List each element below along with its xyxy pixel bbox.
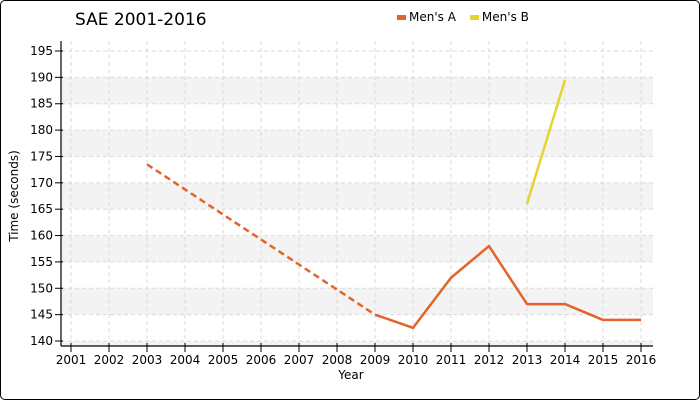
x-tick-label: 2012 [474,353,505,367]
series-line-men-s-a [146,163,376,316]
x-tick-label: 2011 [436,353,467,367]
y-tick-label: 195 [30,44,53,58]
legend-label: Men's A [409,10,456,24]
x-tick-label: 2008 [322,353,353,367]
chart-title: SAE 2001-2016 [75,10,207,30]
legend-item: Men's B [469,10,529,24]
x-tick-label: 2005 [208,353,239,367]
series-line-men-s-a [374,244,641,330]
plot-band [61,235,653,262]
x-tick-label: 2003 [132,353,163,367]
legend-swatch-icon [469,14,479,20]
y-tick-label: 175 [30,149,53,163]
legend-item: Men's A [397,10,456,24]
x-tick-label: 2016 [626,353,657,367]
y-tick-label: 160 [30,229,53,243]
x-tick-label: 2013 [512,353,543,367]
y-tick-label: 165 [30,202,53,216]
y-tick-label: 145 [30,308,53,322]
series-line-men-s-b [525,79,567,205]
x-tick-label: 2006 [246,353,277,367]
legend-swatch-icon [397,14,406,20]
x-tick-label: 2007 [284,353,315,367]
legend: Men's A Men's B [397,10,529,24]
x-tick-label: 2010 [398,353,429,367]
plot-band [61,182,653,210]
y-tick-label: 190 [30,70,53,84]
y-axis-title: Time (seconds) [7,150,21,242]
y-tick-label: 150 [30,281,53,295]
plot-band [61,130,653,157]
plot-band [61,341,653,346]
y-tick-label: 170 [30,176,53,190]
x-axis-title: Year [338,368,364,382]
plot-band [61,77,653,104]
x-tick-label: 2009 [360,353,391,367]
y-tick-label: 185 [30,97,53,111]
legend-label: Men's B [481,10,529,24]
x-tick-label: 2001 [56,353,87,367]
x-tick-label: 2004 [170,353,201,367]
y-tick-label: 140 [30,334,53,348]
y-tick-label: 180 [30,123,53,137]
x-tick-label: 2002 [94,353,125,367]
x-tick-label: 2014 [550,353,581,367]
plot-band [61,288,653,315]
x-tick-label: 2015 [588,353,619,367]
y-tick-label: 155 [30,255,53,269]
